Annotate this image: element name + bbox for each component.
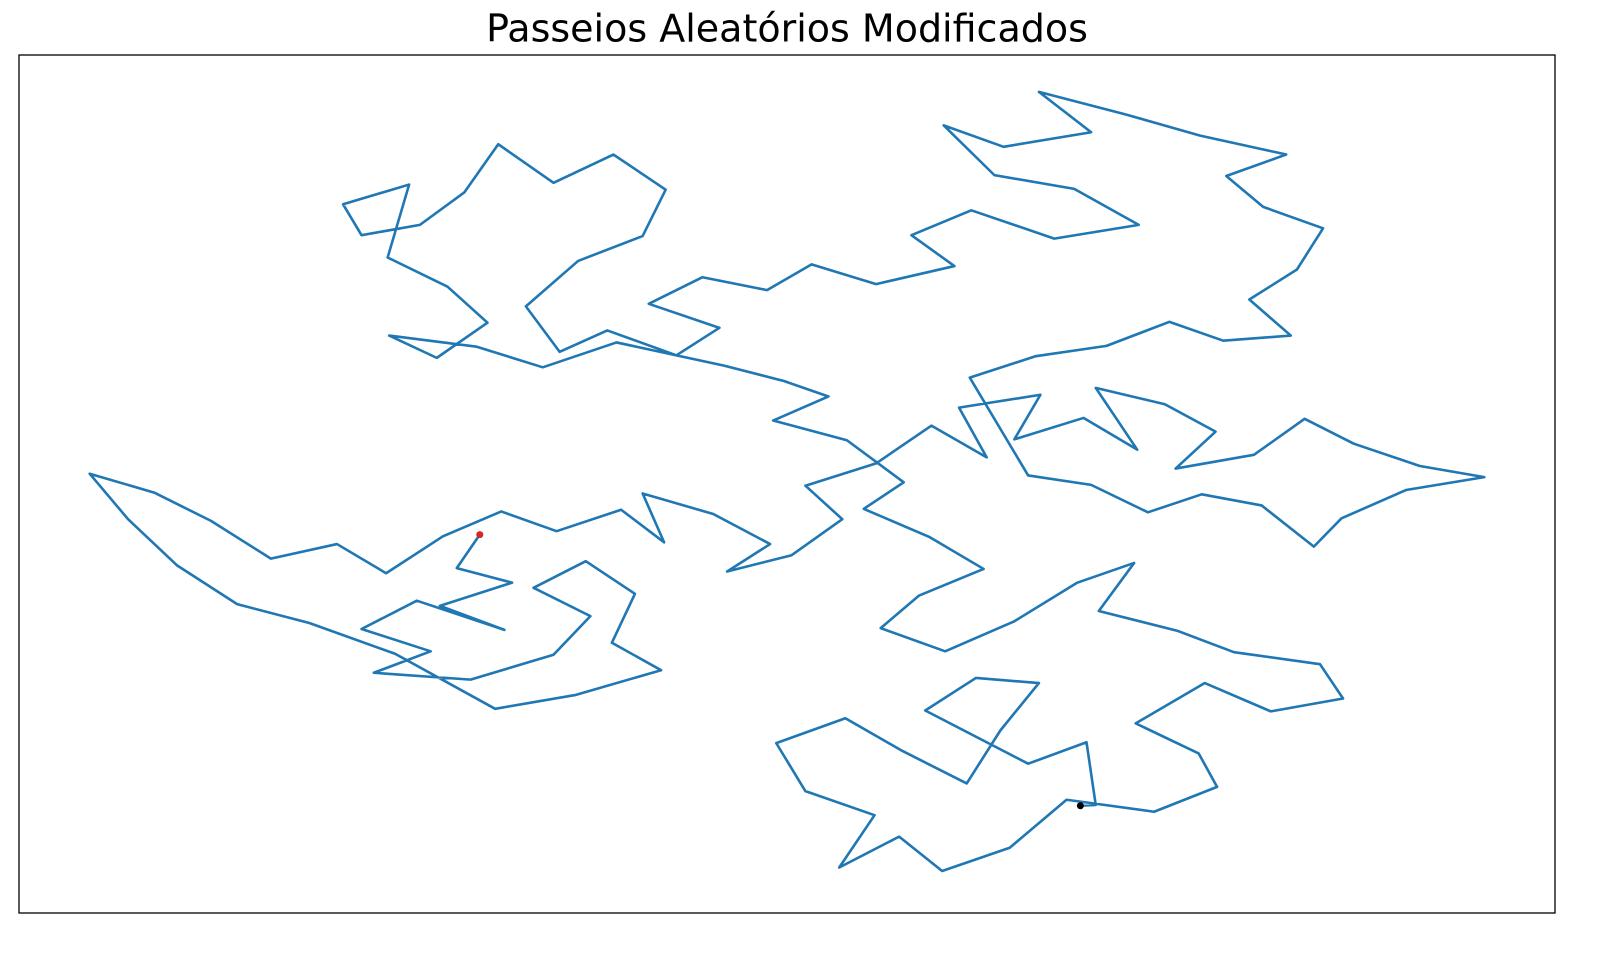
axes-frame (18, 54, 1556, 914)
chart-title: Passeios Aleatórios Modificados (486, 7, 1088, 51)
point-marker (476, 531, 484, 539)
walk-line (88, 90, 1486, 873)
plot-area (88, 90, 1486, 873)
point-marker (1076, 802, 1084, 810)
